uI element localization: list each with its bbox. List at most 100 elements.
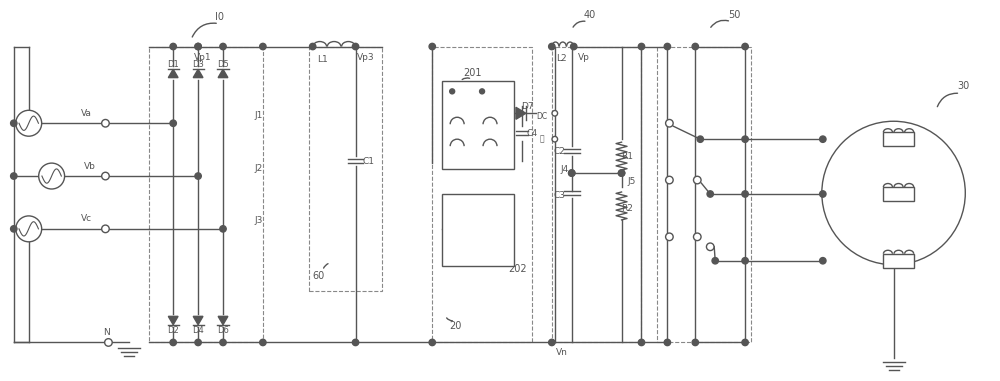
Text: C2: C2 xyxy=(554,147,566,156)
Circle shape xyxy=(571,43,577,50)
Circle shape xyxy=(666,120,673,127)
Text: 30: 30 xyxy=(957,82,969,91)
Circle shape xyxy=(102,172,109,180)
Polygon shape xyxy=(218,69,228,78)
Circle shape xyxy=(638,339,645,346)
Circle shape xyxy=(742,258,748,264)
Circle shape xyxy=(11,120,17,126)
Circle shape xyxy=(820,191,826,197)
Bar xyxy=(552,46,641,343)
Text: J3: J3 xyxy=(255,216,263,226)
Text: DC: DC xyxy=(536,112,547,121)
Polygon shape xyxy=(516,107,526,119)
Circle shape xyxy=(707,191,713,197)
Text: 201: 201 xyxy=(463,69,481,78)
Text: D4: D4 xyxy=(192,326,204,335)
Circle shape xyxy=(618,170,625,176)
Text: Vc: Vc xyxy=(81,215,92,223)
Text: D5: D5 xyxy=(217,60,229,69)
Text: I0: I0 xyxy=(215,12,224,22)
Circle shape xyxy=(11,226,17,232)
Circle shape xyxy=(692,339,698,346)
Circle shape xyxy=(39,163,65,189)
Circle shape xyxy=(664,43,671,50)
Text: 20: 20 xyxy=(449,320,461,330)
Polygon shape xyxy=(193,316,203,325)
Circle shape xyxy=(664,339,671,346)
Text: Vn: Vn xyxy=(556,348,568,357)
Text: D3: D3 xyxy=(192,60,204,69)
Circle shape xyxy=(11,173,17,179)
Circle shape xyxy=(16,216,42,242)
Text: 出: 出 xyxy=(540,135,544,144)
Text: 202: 202 xyxy=(509,264,527,274)
Circle shape xyxy=(195,339,201,346)
Circle shape xyxy=(260,43,266,50)
Circle shape xyxy=(549,339,555,346)
Circle shape xyxy=(260,339,266,346)
Text: Va: Va xyxy=(81,109,92,118)
Text: Vb: Vb xyxy=(84,162,95,171)
Circle shape xyxy=(352,43,359,50)
Polygon shape xyxy=(193,69,203,78)
Circle shape xyxy=(170,43,176,50)
Circle shape xyxy=(195,173,201,179)
Text: MOSFET: MOSFET xyxy=(463,221,494,231)
Circle shape xyxy=(170,120,176,126)
Circle shape xyxy=(820,136,826,142)
Bar xyxy=(883,254,914,268)
Circle shape xyxy=(429,339,435,346)
Bar xyxy=(442,82,514,169)
Circle shape xyxy=(450,89,455,94)
Text: J5: J5 xyxy=(627,176,636,186)
Polygon shape xyxy=(168,69,178,78)
Circle shape xyxy=(220,226,226,232)
Circle shape xyxy=(693,176,701,184)
Circle shape xyxy=(569,170,575,176)
Text: J2: J2 xyxy=(255,163,263,173)
Text: C3: C3 xyxy=(554,192,566,200)
Circle shape xyxy=(692,43,698,50)
Text: 60: 60 xyxy=(313,271,325,281)
Text: R2: R2 xyxy=(622,205,633,213)
Circle shape xyxy=(666,233,673,241)
Text: D1: D1 xyxy=(167,60,179,69)
Bar xyxy=(883,132,914,146)
Bar xyxy=(149,46,263,343)
Text: L2: L2 xyxy=(556,54,567,63)
Text: C4: C4 xyxy=(526,129,537,138)
Circle shape xyxy=(569,170,575,176)
Polygon shape xyxy=(218,316,228,325)
Text: L1: L1 xyxy=(317,55,328,64)
Circle shape xyxy=(820,258,826,264)
Circle shape xyxy=(638,43,645,50)
Text: D7: D7 xyxy=(522,102,534,111)
Circle shape xyxy=(102,225,109,233)
Circle shape xyxy=(309,43,316,50)
Circle shape xyxy=(742,43,748,50)
Text: J1: J1 xyxy=(255,111,263,120)
Circle shape xyxy=(102,120,109,127)
Circle shape xyxy=(549,43,555,50)
Bar xyxy=(442,194,514,266)
Circle shape xyxy=(105,339,112,346)
Text: 40: 40 xyxy=(584,10,596,20)
Bar xyxy=(883,187,914,201)
Circle shape xyxy=(195,43,201,50)
Text: 50: 50 xyxy=(728,10,740,20)
Circle shape xyxy=(706,243,714,251)
Text: N: N xyxy=(103,328,110,337)
Circle shape xyxy=(742,136,748,142)
Circle shape xyxy=(429,43,435,50)
Circle shape xyxy=(552,136,558,142)
Circle shape xyxy=(742,191,748,197)
Text: D2: D2 xyxy=(167,326,179,335)
Circle shape xyxy=(352,339,359,346)
Bar xyxy=(432,46,532,343)
Text: Vp3: Vp3 xyxy=(357,53,374,62)
Circle shape xyxy=(666,176,673,184)
Text: D6: D6 xyxy=(217,326,229,335)
Circle shape xyxy=(618,170,625,176)
Circle shape xyxy=(220,43,226,50)
Circle shape xyxy=(712,258,718,264)
